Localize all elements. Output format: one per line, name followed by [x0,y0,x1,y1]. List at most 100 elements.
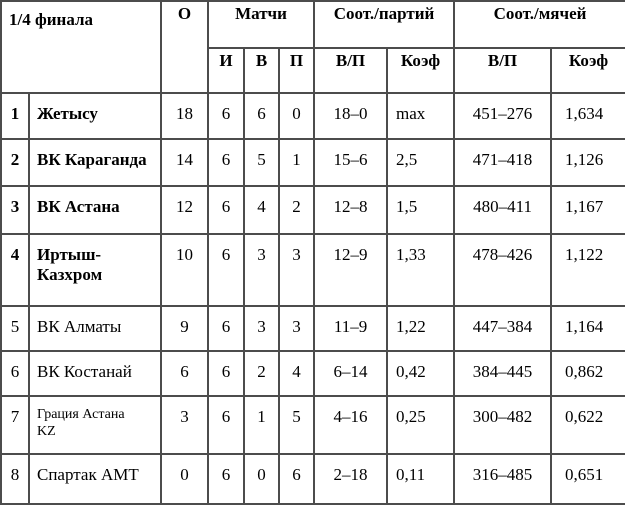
rank-cell: 1 [0,92,30,140]
col-header-balls-coef: Коэф [550,47,625,94]
balls-ratio-cell: 316–485 [453,453,553,505]
team-name: ВК Караганда [37,150,147,169]
team-name: Грация Астана KZ [37,407,125,439]
team-name: Жетысу [37,104,98,123]
col-header-played: И [207,47,246,94]
balls-ratio-cell: 300–482 [453,395,553,455]
team-name: ВК Астана [37,197,120,216]
table-row: 8 Спартак АМТ 0 6 0 6 2–18 0,11 316–485 … [0,453,625,505]
team-cell: Спартак АМТ [27,453,163,505]
header-row-groups: 1/4 финала О Матчи Соот./партий Соот./мя… [0,0,625,94]
sets-ratio-cell: 11–9 [313,305,389,352]
rank-cell: 7 [0,395,30,455]
lost-cell: 3 [278,305,316,352]
team-cell: ВК Караганда [27,138,163,187]
balls-coef-cell: 0,862 [550,350,625,397]
table-row: 4 Иртыш-Казхром 10 6 3 3 12–9 1,33 478–4… [0,233,625,307]
played-cell: 6 [207,453,246,505]
sets-coef-cell: max [386,92,456,140]
points-cell: 18 [160,92,210,140]
col-header-won: В [243,47,281,94]
team-cell: ВК Астана [27,185,163,235]
lost-cell: 3 [278,233,316,307]
played-cell: 6 [207,185,246,235]
sets-coef-cell: 0,11 [386,453,456,505]
sets-coef-cell: 1,33 [386,233,456,307]
balls-ratio-cell: 447–384 [453,305,553,352]
balls-coef-cell: 1,634 [550,92,625,140]
rank-cell: 6 [0,350,30,397]
played-cell: 6 [207,350,246,397]
played-cell: 6 [207,92,246,140]
won-cell: 5 [243,138,281,187]
rank-cell: 3 [0,185,30,235]
col-group-ball-ratio: Соот./мячей [453,0,625,49]
balls-ratio-cell: 451–276 [453,92,553,140]
won-cell: 1 [243,395,281,455]
team-name: Спартак АМТ [37,465,139,484]
rank-cell: 4 [0,233,30,307]
rank-cell: 5 [0,305,30,352]
table-row: 6 ВК Костанай 6 6 2 4 6–14 0,42 384–445 … [0,350,625,397]
lost-cell: 5 [278,395,316,455]
played-cell: 6 [207,233,246,307]
won-cell: 0 [243,453,281,505]
points-cell: 10 [160,233,210,307]
rank-cell: 8 [0,453,30,505]
balls-coef-cell: 1,167 [550,185,625,235]
won-cell: 3 [243,305,281,352]
sets-ratio-cell: 6–14 [313,350,389,397]
won-cell: 4 [243,185,281,235]
points-cell: 12 [160,185,210,235]
team-name: ВК Алматы [37,317,122,336]
team-cell: Грация Астана KZ [27,395,163,455]
col-header-sets-coef: Коэф [386,47,456,94]
table-row: 2 ВК Караганда 14 6 5 1 15–6 2,5 471–418… [0,138,625,187]
points-cell: 6 [160,350,210,397]
balls-coef-cell: 1,126 [550,138,625,187]
played-cell: 6 [207,138,246,187]
balls-coef-cell: 1,122 [550,233,625,307]
header-row-sub: И В П В/П Коэф В/П Коэф [1,47,625,94]
points-cell: 14 [160,138,210,187]
won-cell: 2 [243,350,281,397]
balls-coef-cell: 0,622 [550,395,625,455]
rank-cell: 2 [0,138,30,187]
sets-coef-cell: 0,42 [386,350,456,397]
lost-cell: 6 [278,453,316,505]
lost-cell: 1 [278,138,316,187]
balls-coef-cell: 0,651 [550,453,625,505]
lost-cell: 2 [278,185,316,235]
team-name: Иртыш-Казхром [37,245,103,285]
balls-coef-cell: 1,164 [550,305,625,352]
balls-ratio-cell: 384–445 [453,350,553,397]
played-cell: 6 [207,305,246,352]
team-cell: ВК Алматы [27,305,163,352]
col-header-sets-ratio: В/П [313,47,389,94]
lost-cell: 4 [278,350,316,397]
col-header-lost: П [278,47,316,94]
col-group-set-ratio: Соот./партий [313,0,456,49]
col-group-matches: Матчи [207,0,316,49]
sets-ratio-cell: 2–18 [313,453,389,505]
sets-ratio-cell: 12–8 [313,185,389,235]
sets-ratio-cell: 18–0 [313,92,389,140]
sets-ratio-cell: 15–6 [313,138,389,187]
sets-coef-cell: 0,25 [386,395,456,455]
team-cell: Жетысу [27,92,163,140]
lost-cell: 0 [278,92,316,140]
stage-title: 1/4 финала [0,0,163,94]
sets-coef-cell: 2,5 [386,138,456,187]
team-name: ВК Костанай [37,362,132,381]
points-cell: 9 [160,305,210,352]
played-cell: 6 [207,395,246,455]
table-row: 7 Грация Астана KZ 3 6 1 5 4–16 0,25 300… [0,395,625,455]
points-cell: 3 [160,395,210,455]
table-row: 3 ВК Астана 12 6 4 2 12–8 1,5 480–411 1,… [0,185,625,235]
sets-coef-cell: 1,22 [386,305,456,352]
sets-coef-cell: 1,5 [386,185,456,235]
table-row: 5 ВК Алматы 9 6 3 3 11–9 1,22 447–384 1,… [0,305,625,352]
table-row: 1 Жетысу 18 6 6 0 18–0 max 451–276 1,634 [0,92,625,140]
balls-ratio-cell: 480–411 [453,185,553,235]
